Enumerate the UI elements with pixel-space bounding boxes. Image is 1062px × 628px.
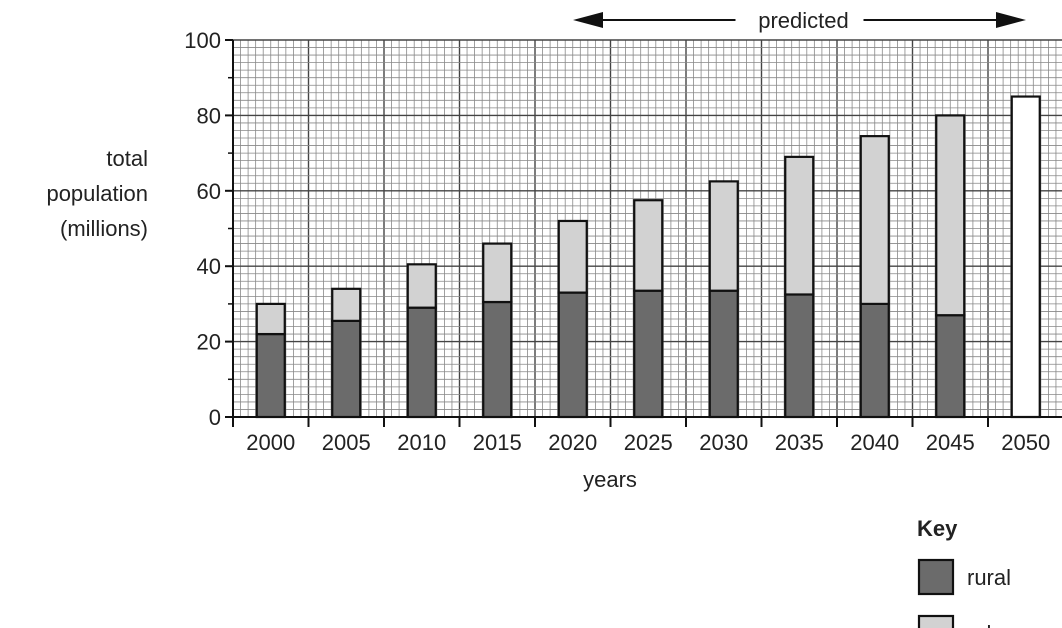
y-tick-label-20: 20: [197, 330, 221, 355]
bar-total-2050: [1010, 95, 1041, 419]
bar-urban-2005: [331, 287, 362, 322]
predicted-arrow-left-head: [573, 12, 603, 28]
legend-label-rural: rural: [967, 565, 1011, 590]
predicted-label: predicted: [758, 8, 849, 33]
x-tick-label-2035: 2035: [775, 430, 824, 455]
bar-rural-2045: [935, 314, 966, 419]
bar-rural-2030: [708, 289, 739, 419]
x-axis-title: years: [583, 467, 637, 492]
bar-rural-2025: [633, 289, 664, 419]
bar-rural-2020: [557, 291, 588, 419]
x-tick-label-2000: 2000: [246, 430, 295, 455]
x-tick-label-2020: 2020: [548, 430, 597, 455]
x-tick-label-2015: 2015: [473, 430, 522, 455]
legend-title: Key: [917, 516, 958, 541]
legend: Key rural urban: [917, 516, 1023, 628]
x-tick-label-2030: 2030: [699, 430, 748, 455]
bar-rural-2005: [331, 319, 362, 419]
bar-rural-2015: [482, 300, 513, 419]
bar-urban-2000: [255, 302, 286, 336]
bar-urban-2040: [859, 135, 890, 305]
bar-urban-2030: [708, 180, 739, 292]
x-tick-label-2045: 2045: [926, 430, 975, 455]
bars: [255, 95, 1041, 419]
bar-urban-2035: [784, 155, 815, 296]
y-axis-title-line-1: population: [46, 181, 148, 206]
y-tick-label-40: 40: [197, 254, 221, 279]
bar-rural-2000: [255, 332, 286, 419]
bar-rural-2040: [859, 302, 890, 419]
predicted-arrow-right-head: [996, 12, 1026, 28]
y-axis-title-line-0: total: [106, 146, 148, 171]
bar-urban-2020: [557, 219, 588, 294]
bar-urban-2010: [406, 263, 437, 309]
legend-swatch-rural: [917, 558, 955, 596]
bar-urban-2015: [482, 242, 513, 304]
axes: [225, 39, 1062, 427]
predicted-annotation: predicted: [573, 8, 1026, 33]
bar-urban-2045: [935, 114, 966, 317]
x-tick-label-2005: 2005: [322, 430, 371, 455]
y-tick-label-60: 60: [197, 179, 221, 204]
x-tick-label-2010: 2010: [397, 430, 446, 455]
y-tick-label-100: 100: [184, 28, 221, 53]
y-tick-label-0: 0: [209, 405, 221, 430]
legend-label-urban: urban: [967, 621, 1023, 628]
bar-rural-2035: [784, 293, 815, 419]
y-tick-label-80: 80: [197, 103, 221, 128]
bar-rural-2010: [406, 306, 437, 419]
y-axis-title-line-2: (millions): [60, 216, 148, 241]
bar-urban-2025: [633, 199, 664, 292]
x-tick-label-2040: 2040: [850, 430, 899, 455]
x-tick-label-2050: 2050: [1001, 430, 1050, 455]
x-tick-label-2025: 2025: [624, 430, 673, 455]
legend-swatch-urban: [917, 614, 955, 628]
